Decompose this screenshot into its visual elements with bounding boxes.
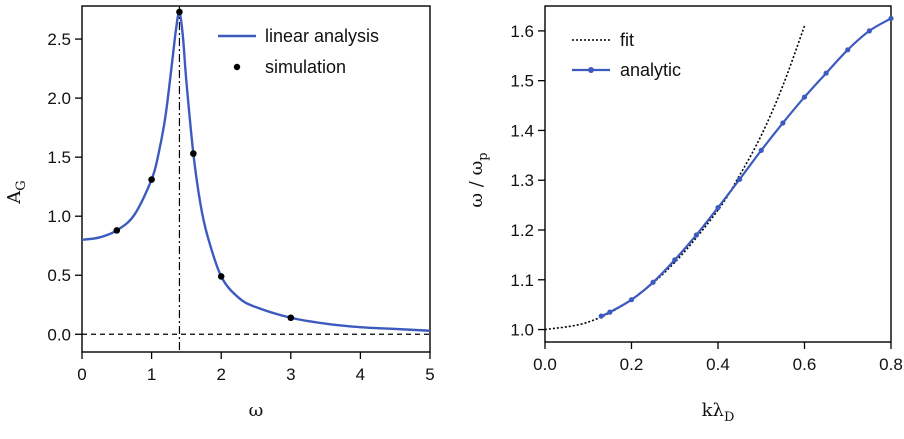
analytic-point: [866, 28, 872, 34]
simulation-point: [176, 8, 183, 16]
left-y-axis-title-sub: G: [14, 180, 29, 190]
right-x-axis-title: kλD: [702, 400, 735, 425]
analytic-point: [737, 176, 743, 182]
plot-frame-left: [81, 5, 431, 353]
left-y-tick-label: 0.5: [47, 266, 71, 285]
right-y-axis-title: ω / ωp: [466, 152, 491, 207]
left-x-tick-label: 5: [425, 365, 434, 384]
right-legend: fit analytic: [572, 30, 681, 80]
right-x-tick-label: 0.0: [533, 355, 557, 374]
right-y-tick-label: 1.6: [510, 22, 534, 41]
legend-label-analytic: analytic: [620, 60, 681, 80]
right-y-tick-label: 1.5: [510, 72, 534, 91]
plot-frame-right: [544, 5, 892, 343]
legend-swatch-analytic-marker: [588, 67, 594, 73]
analytic-point: [780, 120, 786, 126]
simulation-point: [287, 314, 295, 322]
analytic-point: [888, 15, 894, 22]
simulation-point: [190, 150, 197, 157]
analytic-point: [801, 94, 808, 100]
simulation-point: [148, 176, 155, 183]
chart-right: 0.0 0.2 0.4 0.6 0.8 1.0 1.1 1.2 1.3 1.4 1.5 1.6 ω /…: [466, 5, 903, 425]
left-series: [81, 8, 431, 332]
analytic-point: [650, 279, 656, 285]
simulation-point: [113, 227, 121, 234]
legend-swatch-simulation: [233, 63, 241, 71]
analytic-point: [845, 47, 851, 53]
left-y-tick-label: 1.0: [47, 207, 71, 226]
right-x-axis-title-main: kλ: [702, 400, 724, 421]
right-y-tick-label: 1.0: [510, 321, 534, 340]
simulation-point: [217, 273, 225, 280]
left-y-tick-label: 2.5: [47, 30, 71, 49]
analytic-point: [607, 309, 613, 315]
legend-label-fit: fit: [620, 30, 634, 50]
analytic-point: [758, 147, 764, 153]
left-x-tick-label: 2: [216, 365, 225, 384]
analytic-point: [598, 313, 604, 319]
right-x-tick-label: 0.6: [793, 355, 817, 374]
left-y-tick-label: 0.0: [47, 325, 71, 344]
left-x-tick-label: 0: [77, 365, 86, 384]
right-x-axis-title-sub: D: [724, 410, 734, 425]
left-y-axis-title: AG: [4, 180, 29, 204]
right-series: [545, 15, 894, 331]
right-y-tick-label: 1.4: [510, 121, 534, 140]
series-linear-analysis: [81, 10, 431, 332]
right-ticks: 0.0 0.2 0.4 0.6 0.8 1.0 1.1 1.2 1.3 1.4 1.5 1.6: [510, 22, 902, 374]
legend-label-simulation: simulation: [265, 57, 346, 77]
analytic-point: [823, 70, 829, 76]
right-y-tick-label: 1.2: [510, 221, 534, 240]
right-y-axis-title-sub: p: [476, 152, 491, 160]
legend-label-linear-analysis: linear analysis: [265, 26, 379, 46]
left-x-axis-title: ω: [249, 400, 264, 421]
right-y-tick-label: 1.3: [510, 171, 534, 190]
left-legend: linear analysis simulation: [218, 26, 379, 77]
left-y-tick-label: 2.0: [47, 89, 71, 108]
left-x-tick-label: 4: [356, 365, 365, 384]
right-x-tick-label: 0.4: [706, 355, 730, 374]
right-x-tick-label: 0.8: [879, 355, 903, 374]
analytic-point: [715, 205, 721, 211]
chart-left: 0 1 2 3 4 5 0.0 0.5 1.0 1.5 2.0 2.5 AG ω linear ana…: [4, 5, 435, 421]
left-y-tick-label: 1.5: [47, 148, 71, 167]
left-x-tick-label: 1: [147, 365, 156, 384]
right-y-axis-title-main: ω / ω: [466, 161, 487, 208]
left-x-tick-label: 3: [286, 365, 295, 384]
left-y-axis-title-main: A: [4, 190, 25, 205]
left-guides: [82, 6, 430, 352]
analytic-point: [628, 297, 635, 303]
left-ticks: 0 1 2 3 4 5 0.0 0.5 1.0 1.5 2.0 2.5: [47, 30, 434, 384]
analytic-point: [672, 257, 678, 263]
right-x-tick-label: 0.2: [620, 355, 644, 374]
right-y-tick-label: 1.1: [510, 271, 534, 290]
analytic-point: [693, 232, 699, 238]
